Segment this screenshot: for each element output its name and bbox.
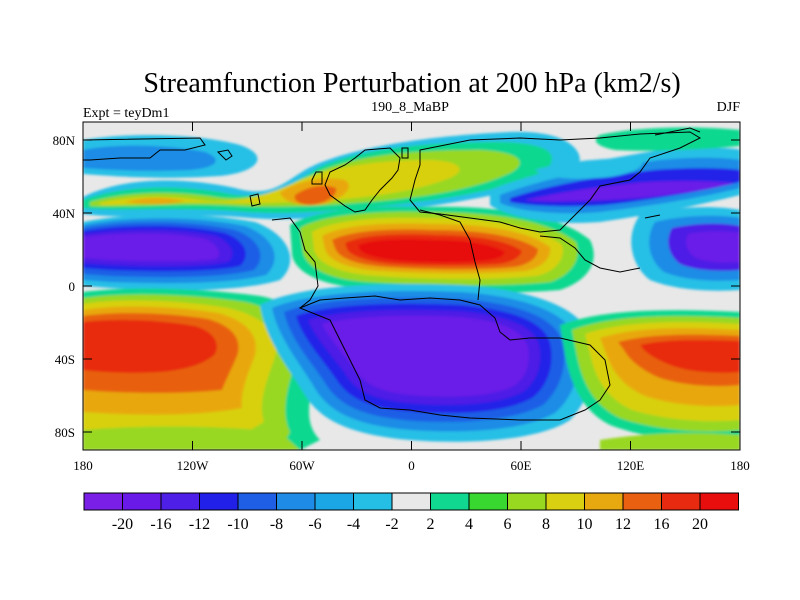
colorbar-box-5 [276,492,316,511]
coastline-outlines [83,127,702,421]
colorbar-box-13 [584,492,624,511]
colorbar-box-9 [430,492,470,511]
lon-label-120w: 120W [177,458,210,473]
contour-positive-north-6 [294,185,337,205]
colorbar-label-3: -10 [227,516,248,533]
colorbar-label-4: -8 [270,516,283,533]
contour-far-south-east [600,433,740,450]
lon-label-60e: 60E [511,458,532,473]
colorbar-label-13: 12 [615,516,631,533]
contour-negative-north-east-4 [525,180,735,202]
colorbar-label-1: -16 [150,516,171,533]
coastline-arctic-east [654,127,701,136]
coastline-island-2 [249,193,261,207]
colorbar-box-2 [160,492,200,511]
colorbar-box-7 [353,492,393,511]
lon-label-60w: 60W [289,458,315,473]
colorbar-labels: -20 -16 -12 -10 -8 -6 -4 -2 2 4 6 8 10 12 16 20 [112,516,708,533]
colorbar-box-0 [83,492,123,511]
colorbar-label-7: -2 [385,516,398,533]
lat-label-40n: 40N [53,206,76,221]
contour-negative-east-4 [686,231,740,263]
colorbar-box-16 [699,492,739,511]
colorbar-box-12 [545,492,585,511]
coastline-island-1 [216,149,233,161]
contour-positive-south-west-6 [83,319,217,373]
map-plot-area [82,121,741,451]
contour-positive-arctic-east-1 [595,127,740,151]
colorbar-box-3 [199,492,239,511]
contour-positive-north-5 [125,178,349,206]
colorbar-box-6 [314,492,354,511]
coastline-asia-south [539,235,641,273]
coastline-north-america [324,147,401,213]
coastline-island-3 [401,147,409,159]
colorbar-label-10: 6 [504,516,512,533]
colorbar-box-4 [237,492,277,511]
coastline-africa-east [419,209,481,301]
contour-positive-tropic-7 [358,239,505,263]
experiment-label: Expt = teyDm1 [83,106,169,121]
colorbar [83,492,739,511]
lon-label-180w: 180 [73,458,93,473]
colorbar-label-0: -20 [112,516,133,533]
colorbar-label-12: 10 [577,516,593,533]
colorbar-label-5: -6 [308,516,321,533]
colorbar-box-8 [391,492,431,511]
lon-label-0: 0 [408,458,415,473]
coastline-arctic-west [83,137,206,161]
lat-label-40s: 40S [55,352,75,367]
colorbar-box-11 [507,492,547,511]
colorbar-label-15: 20 [692,516,708,533]
colorbar-box-10 [468,492,508,511]
coastline-central-america [271,217,319,309]
coastline-east-fragment [644,214,661,219]
colorbar-label-14: 16 [654,516,670,533]
lon-label-120e: 120E [617,458,645,473]
contour-field [83,127,740,450]
contour-far-south-west [83,426,300,450]
colorbar-box-1 [122,492,162,511]
contour-negative-south-6 [322,315,529,397]
lat-label-80n: 80N [53,133,76,148]
coastline-gondwana [298,295,611,421]
lat-label-eq: 0 [69,279,76,294]
latitude-labels: 80N 40N 0 40S 80S [53,133,76,440]
time-period-label: 190_8_MaBP [371,100,449,115]
season-label: DJF [717,100,741,115]
longitude-labels: 180 120W 60W 0 60E 120E 180 [73,458,750,473]
axis-ticks [82,122,741,450]
coastline-eurasia [409,131,702,233]
contour-negative-siberia [535,158,643,179]
contour-positive-south-east-6 [640,340,740,373]
colorbar-label-9: 4 [465,516,473,533]
map-title: Streamfunction Perturbation at 200 hPa (… [143,68,680,99]
colorbar-label-8: 2 [427,516,435,533]
lon-label-180e: 180 [730,458,750,473]
contour-negative-west-6 [83,233,220,262]
lat-label-80s: 80S [55,425,75,440]
colorbar-box-15 [661,492,701,511]
colorbar-box-14 [622,492,662,511]
colorbar-label-11: 8 [542,516,550,533]
contour-positive-north-4 [100,160,460,205]
colorbar-label-6: -4 [347,516,360,533]
coastline-island-4 [311,171,323,185]
colorbar-label-2: -12 [189,516,210,533]
